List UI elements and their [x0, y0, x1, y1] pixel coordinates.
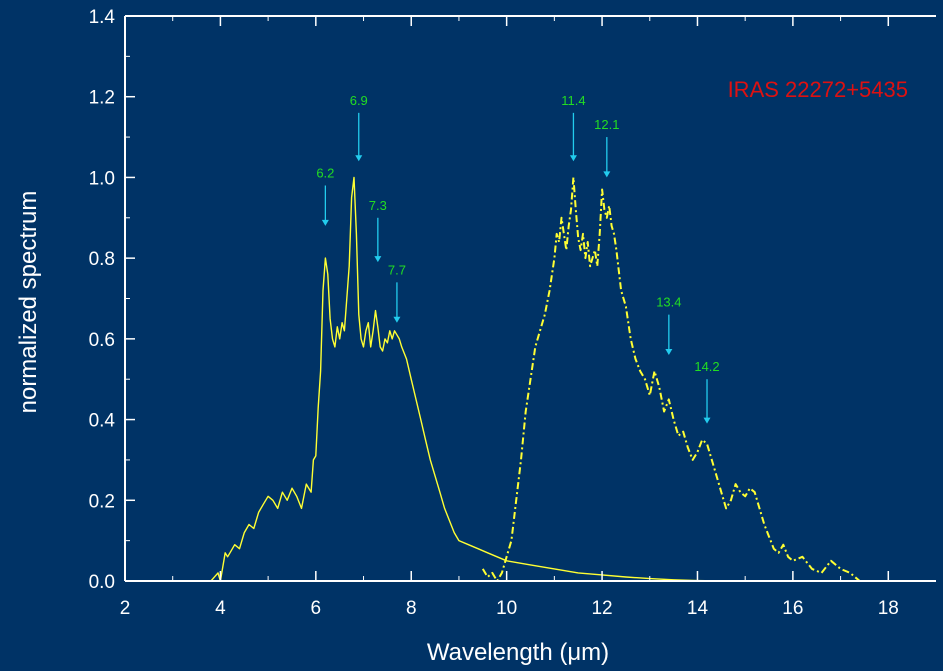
peak-arrow-head	[703, 417, 711, 424]
peak-arrow-head	[393, 316, 401, 323]
x-tick-label: 2	[120, 598, 131, 619]
x-tick-label: 6	[311, 598, 322, 619]
peak-arrow-layer: 6.2 6.9 7.3 7.7 11.4 12.1 13.4 14.2	[316, 93, 720, 424]
y-axis-title: normalized spectrum	[15, 191, 42, 414]
peak-label: 11.4	[561, 93, 585, 108]
peak-label: 6.9	[350, 93, 368, 108]
x-tick-label: 12	[591, 598, 612, 619]
y-tick-label: 0.6	[89, 330, 115, 351]
y-tick-label: 0.0	[89, 572, 115, 593]
x-tick-label: 16	[782, 598, 803, 619]
x-tick-label: 8	[406, 598, 417, 619]
peak-label: 13.4	[656, 295, 681, 310]
y-tick-label: 1.2	[89, 88, 115, 109]
x-tick-label: 4	[215, 598, 226, 619]
peak-label: 7.7	[388, 262, 406, 277]
y-tick-label: 0.4	[89, 411, 116, 432]
peak-arrow-head	[665, 349, 673, 355]
peak-arrow-head	[569, 155, 577, 162]
series-layer	[210, 176, 861, 582]
peak-arrow-head	[374, 256, 382, 263]
x-tick-label: 14	[687, 598, 709, 619]
y-tick-label: 0.2	[89, 491, 115, 512]
peak-arrow-head	[603, 171, 611, 178]
x-tick-label: 18	[878, 598, 899, 619]
spectrum-dashdot-line	[481, 176, 861, 582]
peak-label: 7.3	[369, 198, 387, 213]
peak-arrow-head	[355, 155, 363, 162]
y-tick-label: 0.8	[89, 249, 115, 270]
y-tick-label: 1.4	[89, 7, 116, 28]
peak-label: 14.2	[694, 359, 719, 374]
peak-label: 12.1	[594, 117, 619, 132]
plot-annotation: IRAS 22272+5435	[728, 77, 908, 102]
x-axis-title: Wavelength (μm)	[427, 639, 609, 666]
peak-arrow-head	[321, 219, 329, 226]
peak-label: 6.2	[316, 166, 334, 181]
x-tick-label: 10	[496, 598, 517, 619]
y-tick-label: 1.0	[89, 168, 115, 189]
spectrum-solid-line	[210, 176, 722, 582]
axes-layer: 2 4 6 8 10 12 14 16 18 0.0 0.2 0.4 0.6 0.8 1.0 1.2 1.4	[89, 7, 936, 619]
